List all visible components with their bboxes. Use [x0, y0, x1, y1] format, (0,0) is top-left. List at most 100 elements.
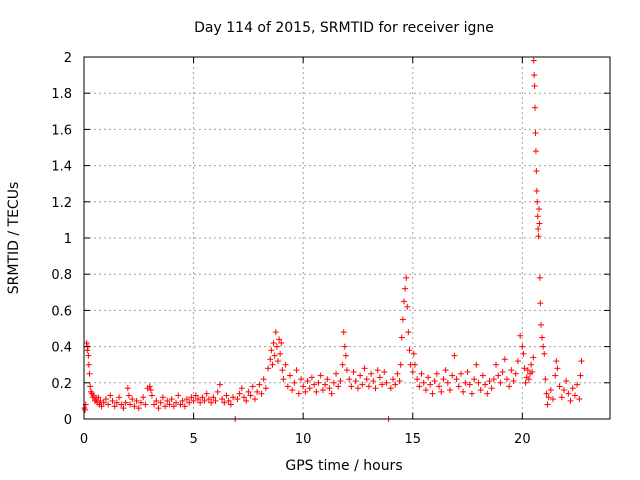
data-point — [276, 336, 283, 343]
data-point — [397, 361, 404, 368]
data-point — [335, 383, 342, 390]
data-point — [289, 387, 296, 394]
data-point — [532, 148, 539, 155]
data-point — [544, 401, 551, 408]
data-point — [280, 376, 287, 383]
data-point — [240, 394, 247, 401]
data-point — [230, 394, 237, 401]
data-point — [225, 397, 232, 404]
data-point — [125, 392, 132, 399]
data-point — [462, 379, 469, 386]
data-point — [116, 394, 123, 401]
data-point — [282, 361, 289, 368]
data-point — [571, 392, 578, 399]
data-point — [376, 374, 383, 381]
data-point — [291, 379, 298, 386]
data-point — [475, 379, 482, 386]
data-point — [249, 383, 256, 390]
data-point — [311, 381, 318, 388]
grid — [84, 57, 610, 419]
data-point — [155, 405, 162, 412]
data-point — [194, 396, 201, 403]
data-point — [532, 130, 539, 137]
data-point — [574, 381, 581, 388]
data-point — [495, 372, 502, 379]
data-point — [137, 399, 144, 406]
data-point — [431, 377, 438, 384]
data-point — [440, 376, 447, 383]
y-tick-label: 1.2 — [51, 196, 72, 211]
data-point — [359, 381, 366, 388]
data-point — [210, 394, 217, 401]
data-point — [350, 368, 357, 375]
data-point — [370, 377, 377, 384]
data-point — [107, 392, 114, 399]
data-point — [414, 376, 421, 383]
data-point — [190, 397, 197, 404]
x-tick-label: 0 — [80, 432, 88, 447]
data-point — [473, 361, 480, 368]
data-point — [406, 347, 413, 354]
data-point — [552, 372, 559, 379]
data-point — [131, 403, 138, 410]
x-tick-label: 10 — [295, 432, 312, 447]
data-point — [337, 377, 344, 384]
data-point — [536, 220, 543, 227]
data-point — [451, 352, 458, 359]
data-point — [365, 383, 372, 390]
data-point — [508, 367, 515, 374]
data-point — [541, 350, 548, 357]
data-point — [208, 399, 215, 406]
data-point — [354, 385, 361, 392]
data-point — [429, 390, 436, 397]
data-point — [306, 385, 313, 392]
y-tick-label: 0.6 — [51, 304, 72, 319]
data-point — [490, 376, 497, 383]
data-point — [330, 379, 337, 386]
data-point — [545, 394, 552, 401]
data-point — [122, 399, 129, 406]
data-point — [238, 385, 245, 392]
data-point — [287, 372, 294, 379]
data-point — [236, 390, 243, 397]
data-point — [342, 352, 349, 359]
chart-title: Day 114 of 2015, SRMTID for receiver ign… — [194, 20, 494, 36]
data-point — [402, 285, 409, 292]
data-point — [519, 343, 526, 350]
y-tick-label: 2 — [64, 51, 72, 66]
data-point — [537, 321, 544, 328]
data-point — [304, 377, 311, 384]
data-point — [102, 396, 109, 403]
data-point — [278, 339, 285, 346]
data-point — [486, 377, 493, 384]
data-point — [535, 233, 542, 240]
data-point — [535, 225, 542, 232]
data-point — [457, 370, 464, 377]
data-point — [267, 356, 274, 363]
data-point — [453, 376, 460, 383]
data-point — [184, 396, 191, 403]
data-point — [471, 376, 478, 383]
data-point — [543, 390, 550, 397]
data-point — [488, 385, 495, 392]
data-point — [205, 396, 212, 403]
data-point — [436, 383, 443, 390]
data-point — [272, 329, 279, 336]
data-point — [565, 390, 572, 397]
data-point — [269, 361, 276, 368]
data-point — [177, 401, 184, 408]
data-point — [295, 390, 302, 397]
data-point — [148, 392, 155, 399]
data-point — [111, 403, 118, 410]
data-point — [363, 376, 370, 383]
data-point — [352, 377, 359, 384]
data-point — [409, 368, 416, 375]
data-point — [416, 383, 423, 390]
data-point — [387, 385, 394, 392]
data-point — [129, 396, 136, 403]
data-point — [383, 379, 390, 386]
data-point — [212, 397, 219, 404]
data-point — [133, 397, 140, 404]
data-point — [146, 383, 153, 390]
data-point — [390, 376, 397, 383]
